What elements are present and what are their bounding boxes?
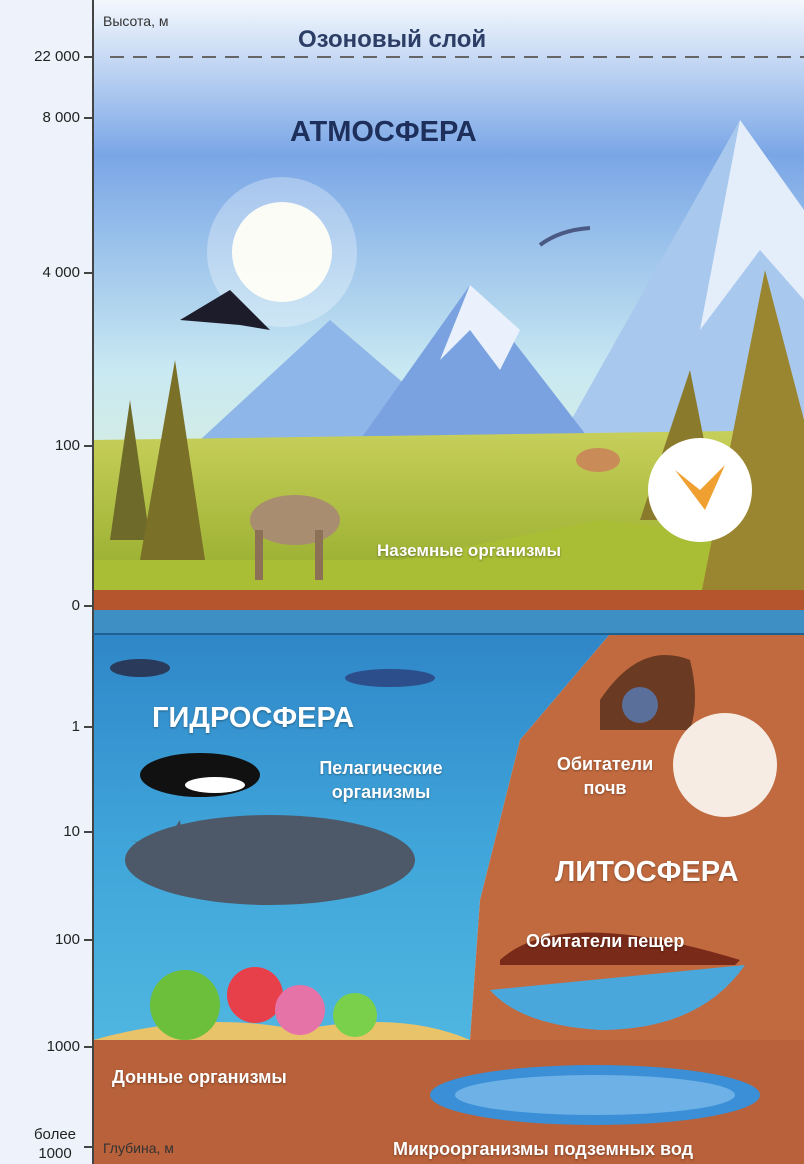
caves-label: Обитатели пещер bbox=[526, 931, 684, 952]
atmosphere-label: АТМОСФЕРА bbox=[290, 116, 477, 149]
tick-label: 100 bbox=[0, 930, 80, 949]
height-label: Высота, м bbox=[103, 13, 168, 29]
deer bbox=[250, 495, 340, 545]
scale-panel bbox=[0, 0, 93, 1164]
tick-label: 0 bbox=[0, 596, 80, 615]
coral bbox=[227, 967, 283, 1023]
deer bbox=[255, 530, 263, 580]
hydrosphere-label: ГИДРОСФЕРА bbox=[152, 702, 354, 735]
soil-insects-circle bbox=[673, 713, 777, 817]
groundwater-label: Микроорганизмы подземных вод bbox=[393, 1139, 693, 1160]
sailfish bbox=[345, 669, 435, 687]
ground-edge bbox=[93, 590, 804, 610]
benthic-label: Донные организмы bbox=[112, 1067, 287, 1088]
ozone-label: Озоновый слой bbox=[298, 26, 486, 54]
tick-label: 1000 bbox=[0, 1037, 80, 1056]
tick-label: более 1000 bbox=[0, 1125, 80, 1163]
antelope bbox=[576, 448, 620, 472]
tuna bbox=[110, 659, 170, 677]
coral bbox=[275, 985, 325, 1035]
page: {"scale": {"top_label": "Высота, м", "bo… bbox=[0, 0, 804, 1164]
tick-label: 100 bbox=[0, 436, 80, 455]
tick-label: 4 000 bbox=[0, 263, 80, 282]
lithosphere-label: ЛИТОСФЕРА bbox=[555, 856, 739, 889]
orca-belly bbox=[185, 777, 245, 793]
pelagic-label: Пелагические организмы bbox=[296, 756, 466, 804]
groundwater-bubbles bbox=[455, 1075, 735, 1115]
tick-label: 1 bbox=[0, 717, 80, 736]
tick-label: 8 000 bbox=[0, 108, 80, 127]
tick-label: 22 000 bbox=[0, 47, 80, 66]
tick-label: 10 bbox=[0, 822, 80, 841]
whale bbox=[125, 815, 415, 905]
coral bbox=[333, 993, 377, 1037]
mole bbox=[622, 687, 658, 723]
depth-label: Глубина, м bbox=[103, 1140, 174, 1156]
land-organisms-label: Наземные организмы bbox=[377, 541, 561, 561]
coral bbox=[150, 970, 220, 1040]
soil-label: Обитатели почв bbox=[540, 752, 670, 800]
shoreline bbox=[93, 610, 804, 634]
illustration bbox=[0, 0, 804, 1164]
deer bbox=[315, 530, 323, 580]
